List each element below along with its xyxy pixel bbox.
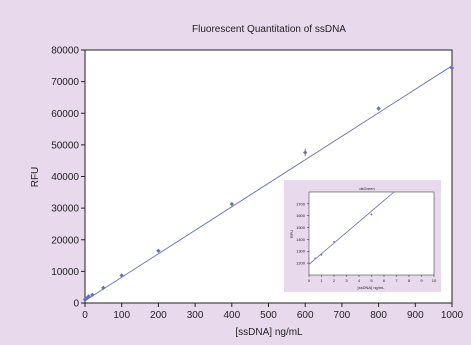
y-tick-label: 20000 bbox=[51, 235, 79, 246]
inset-data-point bbox=[332, 240, 336, 243]
inset-chart: dsGreen 0 1 2 3 4 5 6 7 8 9 10 1200 1300 1400 1500 1600… bbox=[284, 180, 441, 292]
inset-y-tick-label: 1300 bbox=[296, 249, 306, 254]
main-chart-layer: 0 100 200 300 400 500 600 700 800 900 100001000020… bbox=[51, 46, 463, 322]
data-point bbox=[156, 248, 161, 254]
x-tick-label: 400 bbox=[223, 310, 240, 321]
y-tick-label: 80000 bbox=[51, 46, 79, 57]
y-tick-label: 60000 bbox=[51, 109, 79, 120]
inset-fit-line bbox=[308, 191, 395, 265]
inset-chart-layer: 0 1 2 3 4 5 6 7 8 9 10 1200 1300 1400 1500 1600 1700 bbox=[296, 191, 437, 283]
x-tick-label: 500 bbox=[260, 310, 277, 321]
inset-y-tick-label: 1400 bbox=[296, 237, 306, 242]
x-tick-label: 900 bbox=[407, 310, 424, 321]
data-point bbox=[119, 273, 124, 278]
inset-plot-area bbox=[308, 191, 435, 276]
data-point bbox=[229, 201, 234, 207]
fit-line bbox=[84, 65, 453, 302]
x-tick-label: 100 bbox=[113, 310, 130, 321]
x-tick-label: 300 bbox=[187, 310, 204, 321]
x-tick-label: 800 bbox=[370, 310, 387, 321]
data-point bbox=[303, 150, 308, 155]
data-point bbox=[449, 65, 455, 71]
x-tick-label: 1000 bbox=[441, 310, 464, 321]
y-tick-label: 40000 bbox=[51, 172, 79, 183]
inset-x-tick-label: 7 bbox=[395, 278, 398, 283]
inset-y-axis-label: RFU bbox=[289, 230, 294, 238]
y-tick-label: 70000 bbox=[51, 77, 79, 88]
inset-x-tick-label: 0 bbox=[308, 278, 311, 283]
y-tick-label: 0 bbox=[73, 299, 79, 310]
x-tick-label: 700 bbox=[334, 310, 351, 321]
x-axis-label: [ssDNA] ng/mL bbox=[235, 327, 303, 338]
data-point bbox=[84, 296, 90, 301]
inset-x-tick-label: 8 bbox=[408, 278, 411, 283]
inset-x-tick-label: 10 bbox=[432, 278, 437, 283]
inset-x-tick-label: 4 bbox=[358, 278, 361, 283]
inset-data-point bbox=[307, 262, 311, 265]
data-point bbox=[86, 294, 91, 299]
y-tick-label: 10000 bbox=[51, 267, 79, 278]
inset-chart-title: dsGreen bbox=[359, 186, 374, 191]
inset-x-tick-label: 5 bbox=[370, 278, 373, 283]
data-point bbox=[90, 292, 95, 297]
data-point bbox=[101, 285, 106, 291]
inset-data-point bbox=[314, 257, 317, 260]
inset-data-point bbox=[320, 253, 323, 256]
inset-data-point bbox=[370, 213, 373, 216]
y-tick-label: 50000 bbox=[51, 140, 79, 151]
inset-y-tick-label: 1700 bbox=[296, 201, 306, 206]
x-tick-label: 200 bbox=[150, 310, 167, 321]
inset-x-tick-label: 6 bbox=[383, 278, 386, 283]
inset-y-tick-label: 1600 bbox=[296, 213, 306, 218]
inset-y-tick-label: 1200 bbox=[296, 261, 306, 266]
inset-x-tick-label: 1 bbox=[320, 278, 323, 283]
inset-x-tick-label: 9 bbox=[420, 278, 423, 283]
y-axis-label: RFU bbox=[30, 167, 41, 188]
chart-title: Fluorescent Quantitation of ssDNA bbox=[192, 24, 346, 35]
x-tick-label: 0 bbox=[82, 310, 88, 321]
inset-x-tick-label: 2 bbox=[333, 278, 336, 283]
x-tick-label: 600 bbox=[297, 310, 314, 321]
inset-x-axis-label: [ssDNA] ng/mL bbox=[358, 285, 386, 290]
y-tick-label: 30000 bbox=[51, 204, 79, 215]
inset-x-tick-label: 3 bbox=[345, 278, 348, 283]
data-point bbox=[376, 106, 381, 111]
inset-y-tick-label: 1500 bbox=[296, 225, 306, 230]
